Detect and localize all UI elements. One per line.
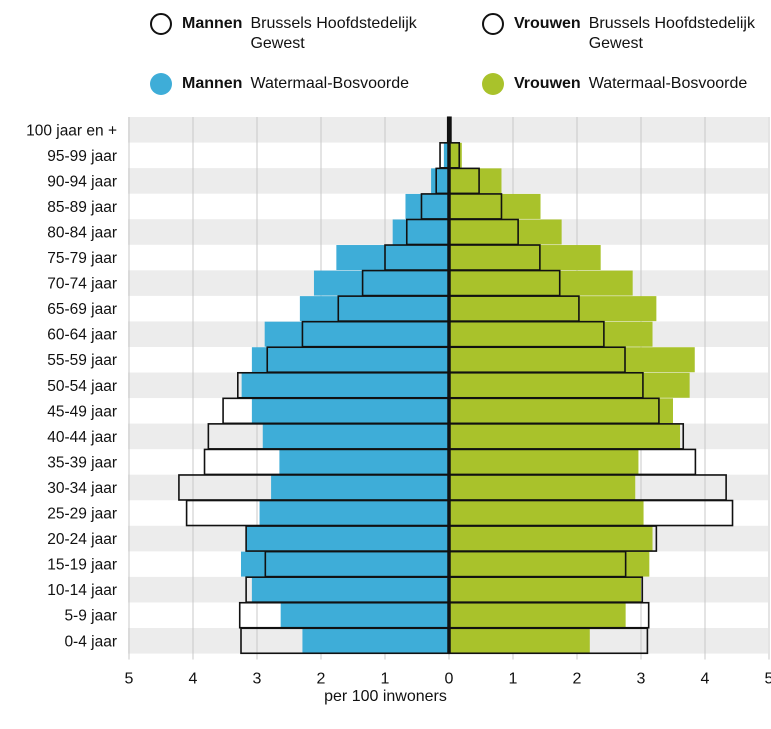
y-tick-label: 45-49 jaar: [47, 403, 117, 420]
x-tick-label: 2: [573, 671, 582, 688]
y-tick-label: 50-54 jaar: [47, 378, 117, 395]
y-tick-label: 20-24 jaar: [47, 531, 117, 548]
y-tick-label: 30-34 jaar: [47, 480, 117, 497]
x-axis-label: per 100 inwoners: [324, 688, 447, 705]
bar-mannen-watermaal: [299, 296, 449, 322]
x-tick-label: 4: [189, 671, 198, 688]
bar-vrouwen-watermaal: [449, 321, 653, 347]
bar-vrouwen-watermaal: [449, 602, 626, 628]
bar-vrouwen-watermaal: [449, 193, 541, 219]
bar-vrouwen-watermaal: [449, 270, 633, 296]
y-tick-label: 65-69 jaar: [47, 301, 117, 318]
legend-item-mannen-brussels: Mannen Brussels Hoofdstedelijk Gewest: [150, 13, 440, 54]
bar-vrouwen-watermaal: [449, 628, 590, 654]
bar-vrouwen-watermaal: [449, 423, 681, 449]
bar-mannen-watermaal: [271, 474, 449, 500]
bar-mannen-watermaal: [279, 449, 449, 475]
bar-vrouwen-watermaal: [449, 500, 644, 526]
legend-region: Watermaal-Bosvoorde: [588, 75, 748, 92]
legend-sex: Vrouwen: [514, 75, 581, 92]
bar-vrouwen-watermaal: [449, 474, 636, 500]
y-tick-label: 100 jaar en +: [26, 122, 117, 139]
bar-vrouwen-watermaal: [449, 526, 653, 552]
x-tick-label: 5: [125, 671, 134, 688]
bar-mannen-watermaal: [251, 577, 449, 603]
y-tick-label: 90-94 jaar: [47, 173, 117, 190]
legend-region: Brussels Hoofdstedelijk Gewest: [250, 15, 417, 52]
y-tick-label: 40-44 jaar: [47, 429, 117, 446]
y-tick-label: 80-84 jaar: [47, 224, 117, 241]
bar-mannen-watermaal: [336, 245, 449, 271]
bar-vrouwen-watermaal: [449, 347, 695, 373]
legend-swatch-vrouwen: [482, 73, 504, 95]
y-tick-label: 70-74 jaar: [47, 276, 117, 293]
bar-mannen-watermaal: [405, 193, 449, 219]
bar-mannen-watermaal: [241, 551, 449, 577]
legend-swatch-outline: [150, 13, 172, 35]
y-tick-label: 75-79 jaar: [47, 250, 117, 267]
y-tick-label: 55-59 jaar: [47, 352, 117, 369]
y-tick-label: 5-9 jaar: [64, 608, 117, 625]
bar-mannen-watermaal: [443, 142, 449, 168]
legend-region: Brussels Hoofdstedelijk Gewest: [588, 15, 755, 52]
legend-item-mannen-watermaal: Mannen Watermaal-Bosvoorde: [150, 73, 440, 95]
y-tick-label: 25-29 jaar: [47, 506, 117, 523]
legend-item-vrouwen-brussels: Vrouwen Brussels Hoofdstedelijk Gewest: [482, 13, 771, 54]
bar-mannen-watermaal: [251, 398, 449, 424]
legend-swatch-outline: [482, 13, 504, 35]
bar-mannen-watermaal: [245, 526, 449, 552]
x-tick-label: 1: [381, 671, 390, 688]
bar-vrouwen-watermaal: [449, 449, 639, 475]
legend: Mannen Brussels Hoofdstedelijk Gewest Vr…: [0, 0, 771, 110]
y-tick-label: 0-4 jaar: [64, 633, 117, 650]
bar-vrouwen-watermaal: [449, 245, 601, 271]
legend-sex: Mannen: [182, 15, 243, 32]
bar-mannen-watermaal: [264, 321, 449, 347]
y-tick-label: 35-39 jaar: [47, 454, 117, 471]
y-tick-label: 95-99 jaar: [47, 148, 117, 165]
bar-vrouwen-watermaal: [449, 168, 502, 194]
bar-mannen-watermaal: [431, 168, 449, 194]
x-tick-label: 5: [765, 671, 771, 688]
legend-sex: Vrouwen: [514, 15, 581, 32]
y-tick-label: 15-19 jaar: [47, 557, 117, 574]
legend-item-vrouwen-watermaal: Vrouwen Watermaal-Bosvoorde: [482, 73, 771, 95]
x-tick-label: 3: [637, 671, 646, 688]
bar-vrouwen-watermaal: [449, 296, 657, 322]
bar-vrouwen-watermaal: [449, 577, 641, 603]
bar-vrouwen-watermaal: [449, 219, 562, 245]
x-tick-label: 2: [317, 671, 326, 688]
bar-mannen-watermaal: [259, 500, 449, 526]
x-tick-label: 4: [701, 671, 710, 688]
x-tick-label: 3: [253, 671, 262, 688]
y-tick-label: 85-89 jaar: [47, 199, 117, 216]
bar-mannen-watermaal: [241, 372, 449, 398]
bar-mannen-watermaal: [313, 270, 449, 296]
y-tick-label: 60-64 jaar: [47, 327, 117, 344]
bar-mannen-watermaal: [302, 628, 449, 654]
legend-sex: Mannen: [182, 75, 243, 92]
bar-mannen-watermaal: [251, 347, 449, 373]
bar-vrouwen-watermaal: [449, 398, 673, 424]
bar-mannen-watermaal: [280, 602, 449, 628]
legend-swatch-mannen: [150, 73, 172, 95]
bar-vrouwen-watermaal: [449, 551, 650, 577]
x-tick-label: 0: [445, 671, 454, 688]
x-tick-label: 1: [509, 671, 518, 688]
y-tick-label: 10-14 jaar: [47, 582, 117, 599]
bar-vrouwen-watermaal: [449, 372, 690, 398]
bar-mannen-watermaal: [392, 219, 449, 245]
bar-mannen-watermaal: [262, 423, 449, 449]
legend-region: Watermaal-Bosvoorde: [250, 75, 410, 92]
